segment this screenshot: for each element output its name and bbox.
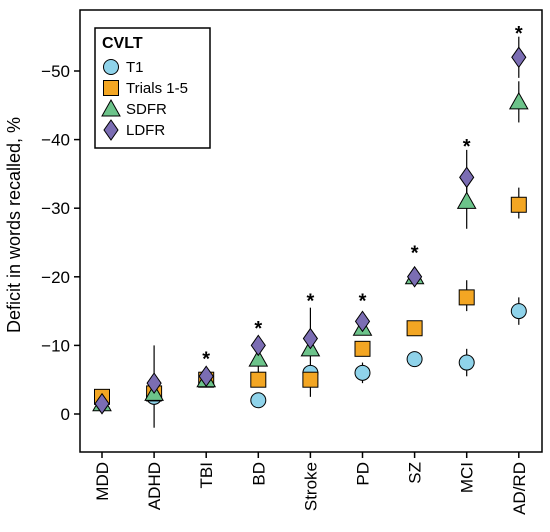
x-tick-label: BD [249, 462, 268, 486]
y-axis-label: Deficit in words recalled, % [4, 117, 24, 333]
legend-marker [103, 80, 119, 96]
marker-ldfr [198, 365, 214, 388]
x-tick-label: ADHD [145, 462, 164, 510]
x-tick-label: PD [354, 462, 373, 486]
marker-t1 [250, 392, 267, 409]
marker-trials-1-5 [354, 340, 371, 357]
y-axis-ticks: 0 −10 −20 −30 −40 −50 [41, 62, 80, 424]
significance-star: * [307, 290, 315, 312]
marker-ldfr [250, 334, 266, 357]
marker-trials-1-5 [510, 196, 527, 213]
y-tick-label: 0 [61, 405, 70, 424]
y-tick-label: −50 [41, 62, 70, 81]
marker-ldfr [511, 46, 527, 69]
legend-label: T1 [126, 59, 144, 76]
marker-trials-1-5 [458, 289, 475, 306]
x-tick-label: MDD [93, 462, 112, 501]
x-axis-ticks: MDD ADHD TBI BD Stroke PD SZ MCI AD/RD [93, 452, 529, 515]
legend-marker [103, 119, 119, 141]
marker-trials-1-5 [250, 371, 267, 388]
marker-ldfr [459, 166, 475, 189]
marker-sdfr [248, 349, 269, 367]
marker-t1 [510, 303, 527, 320]
marker-sdfr [508, 91, 529, 110]
y-tick-label: −10 [41, 336, 70, 355]
x-tick-label: SZ [406, 462, 425, 484]
marker-ldfr [302, 327, 319, 350]
y-tick-label: −20 [41, 268, 70, 287]
marker-trials-1-5 [406, 320, 423, 337]
significance-markers: * * * * * * * [202, 23, 523, 371]
marker-trials-1-5 [302, 371, 319, 388]
significance-star: * [202, 349, 210, 371]
x-tick-label: MCI [458, 462, 477, 493]
marker-ldfr [94, 392, 110, 415]
marker-ldfr [354, 310, 371, 333]
significance-star: * [411, 242, 419, 264]
x-tick-label: AD/RD [510, 462, 529, 515]
marker-ldfr [146, 372, 162, 395]
marker-t1 [458, 354, 475, 371]
significance-star: * [359, 290, 367, 312]
marker-ldfr [406, 265, 423, 288]
significance-star: * [254, 318, 262, 340]
legend-label: LDFR [126, 122, 165, 139]
legend-title: CVLT [102, 35, 143, 52]
x-tick-label: TBI [197, 462, 216, 488]
legend-marker [103, 59, 119, 75]
y-tick-label: −40 [41, 131, 70, 150]
legend-label: Trials 1-5 [126, 80, 188, 97]
legend: CVLT T1 Trials 1-5 SDFR LDFR [94, 27, 211, 149]
legend-marker [101, 98, 121, 117]
x-tick-label: Stroke [301, 462, 320, 511]
significance-star: * [463, 136, 471, 158]
data-markers [92, 46, 529, 415]
y-tick-label: −30 [41, 199, 70, 218]
marker-t1 [354, 364, 371, 381]
legend-label: SDFR [126, 101, 167, 118]
marker-sdfr [456, 191, 477, 209]
marker-t1 [406, 351, 423, 368]
significance-star: * [515, 23, 523, 45]
